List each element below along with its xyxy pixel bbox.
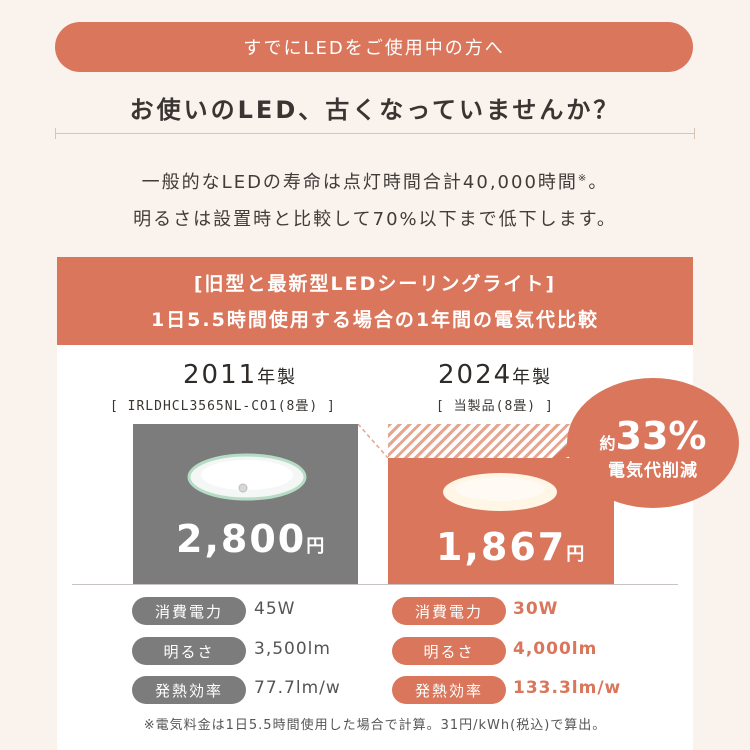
new-year-suffix: 年製	[512, 367, 553, 388]
new-price: 1,867円	[436, 525, 586, 569]
old-price-value: 2,800	[176, 517, 307, 561]
banner-title: [旧型と最新型LEDシーリングライト]	[193, 273, 557, 295]
savings-badge: 約33% 電気代削減	[567, 378, 739, 508]
headline-underline	[55, 133, 695, 134]
badge-pointer	[548, 440, 572, 462]
old-ceiling-light-image	[187, 453, 307, 501]
bar-baseline	[72, 584, 678, 585]
new-spec-label-power: 消費電力	[392, 597, 506, 625]
comparison-banner: [旧型と最新型LEDシーリングライト] 1日5.5時間使用する場合の1年間の電気…	[57, 257, 693, 345]
old-spec-value-power: 45W	[254, 599, 296, 619]
savings-caption: 電気代削減	[608, 461, 698, 481]
old-cost-bar	[133, 424, 358, 584]
old-spec-label-efficiency: 発熱効率	[132, 676, 246, 704]
new-ceiling-light-image	[443, 473, 557, 511]
old-spec-value-efficiency: 77.7lm/w	[254, 678, 341, 698]
old-spec-value-brightness: 3,500lm	[254, 639, 331, 659]
description-footnote-mark: ※	[577, 173, 589, 184]
new-price-unit: 円	[566, 544, 587, 565]
old-year-suffix: 年製	[257, 367, 298, 388]
old-year-value: 2011	[183, 360, 258, 390]
footnote: ※電気料金は1日5.5時間使用した場合で計算。31円/kWh(税込)で算出。	[143, 718, 607, 733]
new-spec-label-efficiency: 発熱効率	[392, 676, 506, 704]
savings-percent-value: 33%	[615, 414, 707, 458]
underline-tick-left	[55, 128, 56, 139]
new-spec-value-power: 30W	[513, 599, 559, 619]
old-price: 2,800円	[176, 517, 326, 561]
savings-connector	[358, 424, 388, 458]
description-line-2: 明るさは設置時と比較して70%以下まで低下します。	[133, 209, 617, 230]
headline: お使いのLED、古くなっていませんか？	[129, 96, 621, 124]
description-line-1: 一般的なLEDの寿命は点灯時間合計40,000時間※。	[0, 168, 750, 194]
old-spec-label-brightness: 明るさ	[132, 637, 246, 665]
new-spec-label-brightness: 明るさ	[392, 637, 506, 665]
audience-pill-text: すでにLEDをご使用中の方へ	[243, 38, 505, 59]
savings-prefix: 約	[599, 434, 616, 453]
audience-pill: すでにLEDをご使用中の方へ	[55, 22, 693, 72]
old-year: 2011年製	[183, 360, 297, 390]
old-model: [ IRLDHCL3565NL-CO1(8畳) ]	[110, 399, 336, 414]
old-spec-label-power: 消費電力	[132, 597, 246, 625]
new-price-value: 1,867	[436, 525, 567, 569]
new-year: 2024年製	[438, 360, 552, 390]
savings-percent: 約33%	[567, 414, 739, 458]
new-year-value: 2024	[438, 360, 513, 390]
underline-tick-right	[694, 128, 695, 139]
banner-subtitle: 1日5.5時間使用する場合の1年間の電気代比較	[150, 309, 600, 331]
new-spec-value-brightness: 4,000lm	[513, 639, 598, 659]
new-spec-value-efficiency: 133.3lm/w	[513, 678, 622, 698]
description-line-1-end: 。	[588, 172, 609, 193]
old-price-unit: 円	[306, 536, 327, 557]
description-line-1-text: 一般的なLEDの寿命は点灯時間合計40,000時間	[141, 172, 578, 193]
new-model: [ 当製品(8畳) ]	[436, 399, 554, 414]
